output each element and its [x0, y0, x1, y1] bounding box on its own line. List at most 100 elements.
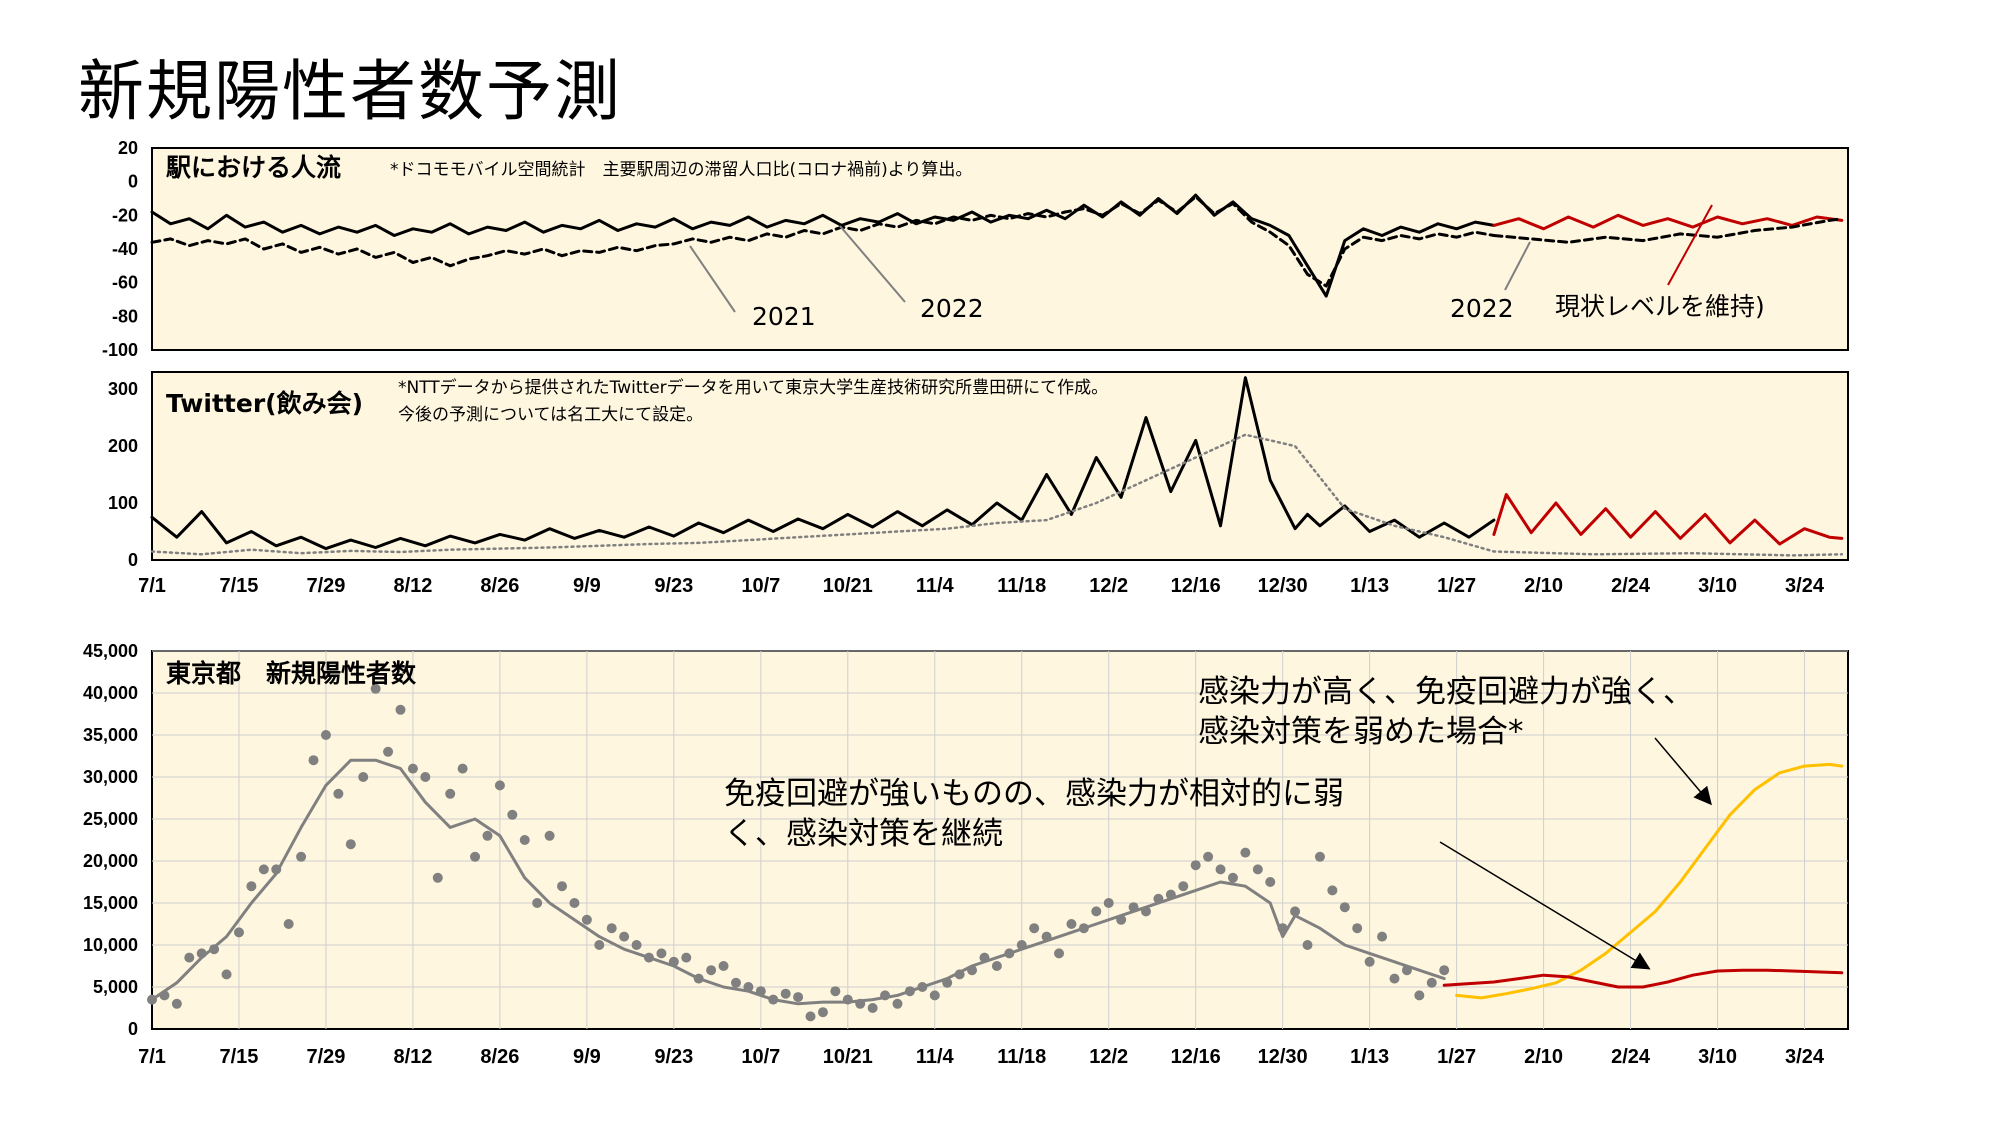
tokyo-daily-point — [1227, 872, 1238, 883]
label-2022-leader — [839, 225, 906, 303]
tokyo-daily-point — [867, 1003, 878, 1013]
tokyo-daily-point — [445, 788, 456, 799]
top-x-tick-label: 2/24 — [1611, 575, 1651, 597]
tokyo-y-tick-label: 35,000 — [83, 725, 138, 745]
tokyo-daily-point — [1190, 860, 1201, 871]
tokyo-daily-point — [519, 835, 530, 845]
tokyo-daily-point — [1066, 919, 1077, 929]
tokyo-daily-point — [892, 998, 903, 1009]
tokyo-daily-point — [333, 788, 344, 799]
tokyo-x-tick-label: 9/9 — [573, 1046, 601, 1068]
tokyo-daily-point — [1352, 923, 1363, 934]
tokyo-y-tick-label: 0 — [128, 1019, 138, 1039]
people-flow-series-0-line — [150, 193, 1496, 298]
tokyo-title: 東京都 新規陽性者数 — [166, 659, 417, 688]
twitter-lines — [150, 376, 1844, 557]
label-keep-level: 現状レベルを維持) — [1555, 292, 1765, 321]
people-flow-y-tick-label: 0 — [128, 172, 138, 192]
people-flow-lines — [150, 193, 1844, 298]
tokyo-daily-point — [407, 763, 418, 774]
annotation-low-line2: く、感染対策を継続 — [724, 816, 1003, 852]
people-flow-title: 駅における人流 — [166, 153, 341, 182]
twitter-note-line1: *NTTデータから提供されたTwitterデータを用いて東京大学生産技術研究所豊… — [398, 377, 1108, 398]
tokyo-daily-point — [1091, 906, 1102, 917]
tokyo-daily-point — [606, 923, 617, 934]
tokyo-daily-point — [594, 940, 605, 950]
tokyo-daily-point — [258, 864, 269, 875]
top-x-tick-label: 9/9 — [573, 575, 601, 597]
people-flow-y-tick-label: -40 — [112, 239, 138, 259]
top-x-tick-label: 7/1 — [138, 575, 166, 597]
tokyo-x-tick-label: 12/16 — [1171, 1046, 1221, 1068]
label-2021-leader — [689, 245, 736, 313]
tokyo-series-2-line — [1455, 762, 1844, 1000]
tokyo-daily-point — [507, 809, 518, 820]
tokyo-daily-point — [817, 1007, 828, 1018]
tokyo-x-axis: 7/1 7/15 7/29 8/12 8/26 9/9 9/23 10/7 10/21 11/4 1… — [138, 1046, 1825, 1068]
annotation-high-line1: 感染力が高く、免疫回避力が強く、 — [1198, 674, 1694, 710]
twitter-series-0-line — [150, 376, 1496, 551]
tokyo-daily-point — [470, 851, 481, 862]
label-2022: 2022 — [920, 294, 984, 323]
tokyo-daily-point — [681, 952, 692, 963]
tokyo-daily-point — [221, 969, 232, 980]
tokyo-daily-point — [1252, 864, 1263, 875]
top-x-tick-label: 8/26 — [480, 575, 519, 597]
tokyo-daily-point — [780, 988, 791, 999]
top-x-tick-label: 7/15 — [220, 575, 259, 597]
shared-x-axis-top: 7/1 7/15 7/29 8/12 8/26 9/9 9/23 10/7 10/21 11/4 1… — [138, 575, 1825, 597]
tokyo-daily-point — [929, 990, 940, 1001]
tokyo-daily-point — [233, 927, 244, 938]
tokyo-daily-point — [544, 830, 555, 841]
top-x-tick-label: 11/18 — [997, 575, 1046, 597]
tokyo-daily-point — [532, 898, 543, 908]
people-flow-panel: 20 0 -20 -40 -60 -80 -100 駅における人流 *ドコモモバイル空間統計… — [102, 138, 1849, 360]
tokyo-y-tick-label: 10,000 — [83, 935, 138, 955]
people-flow-y-axis: 20 0 -20 -40 -60 -80 -100 — [102, 138, 138, 360]
label-2022b-leader — [1504, 241, 1531, 291]
people-flow-series-2-line — [1492, 213, 1844, 231]
tokyo-x-tick-label: 2/24 — [1611, 1046, 1651, 1068]
twitter-y-tick-label: 300 — [108, 379, 138, 399]
tokyo-y-tick-label: 15,000 — [83, 893, 138, 913]
top-x-tick-label: 10/21 — [823, 575, 873, 597]
tokyo-daily-point — [557, 881, 568, 892]
tokyo-x-tick-label: 1/27 — [1437, 1046, 1476, 1068]
tokyo-daily-point — [1414, 990, 1425, 1001]
people-flow-y-tick-label: -100 — [102, 340, 138, 360]
top-x-tick-label: 1/27 — [1437, 575, 1476, 597]
tokyo-daily-point — [184, 952, 195, 963]
tokyo-x-tick-label: 12/30 — [1258, 1046, 1308, 1068]
twitter-series-1-line — [150, 433, 1844, 557]
tokyo-x-tick-label: 7/29 — [306, 1046, 345, 1068]
tokyo-daily-point — [358, 772, 369, 782]
tokyo-daily-point — [1029, 923, 1040, 934]
annotation-low-arrow — [1439, 841, 1651, 970]
tokyo-series-3-line — [1442, 968, 1844, 989]
twitter-series-2-line — [1492, 493, 1844, 546]
tokyo-daily-point — [1364, 956, 1375, 967]
people-flow-series-1-line — [150, 195, 1496, 288]
tokyo-y-tick-label: 45,000 — [83, 641, 138, 661]
annotation-high-arrow — [1654, 737, 1712, 806]
tokyo-daily-point — [494, 780, 505, 791]
tokyo-x-tick-label: 8/26 — [480, 1046, 519, 1068]
tokyo-daily-point — [420, 772, 431, 782]
tokyo-daily-point — [1339, 902, 1350, 913]
tokyo-daily-point — [581, 914, 592, 925]
tokyo-x-tick-label: 11/18 — [997, 1046, 1046, 1068]
tokyo-daily-point — [296, 851, 307, 862]
tokyo-daily-point — [1203, 851, 1214, 862]
tokyo-y-tick-label: 40,000 — [83, 683, 138, 703]
tokyo-daily-point — [457, 763, 468, 774]
tokyo-x-tick-label: 8/12 — [393, 1046, 432, 1068]
tokyo-x-tick-label: 3/10 — [1698, 1046, 1737, 1068]
tokyo-daily-point — [830, 986, 841, 997]
tokyo-y-tick-label: 25,000 — [83, 809, 138, 829]
tokyo-daily-point — [395, 704, 406, 715]
tokyo-y-axis: 45,000 40,000 35,000 30,000 25,000 20,000 15,0… — [83, 641, 138, 1039]
tokyo-daily-point — [308, 755, 319, 766]
people-flow-series-3-line — [1492, 217, 1844, 244]
people-flow-y-tick-label: -20 — [112, 205, 138, 225]
tokyo-daily-point — [1178, 881, 1189, 892]
